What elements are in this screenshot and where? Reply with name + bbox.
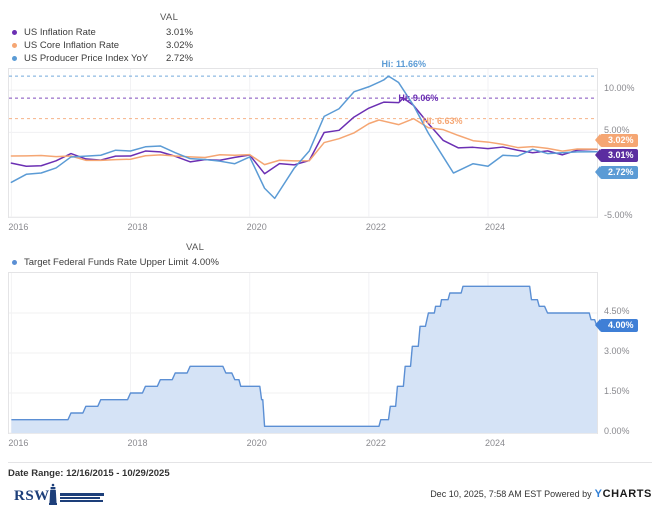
legend-color-dot-icon — [12, 260, 17, 265]
logo-wordmark — [59, 493, 104, 503]
y-axis-tick-label: 4.50% — [604, 306, 630, 316]
value-flag-ppi: 2.72% — [595, 166, 638, 180]
ycharts-attribution: Dec 10, 2025, 7:58 AM EST Powered by YCH… — [430, 488, 652, 500]
date-range-label: Date Range: 12/16/2015 - 10/29/2025 — [8, 468, 170, 479]
x-axis-tick-label: 2020 — [246, 222, 267, 232]
value-flag-text: 2.72% — [608, 167, 634, 178]
legend-item-value: 3.01% — [166, 27, 193, 38]
y-axis-tick-label: -5.00% — [604, 210, 633, 220]
value-flag-text: 3.02% — [608, 135, 634, 146]
legend-item-label: US Inflation Rate — [24, 27, 96, 38]
x-axis-tick-label: 2022 — [365, 438, 386, 448]
x-axis-tick-label: 2022 — [365, 222, 386, 232]
inflation-chart-plot[interactable] — [8, 68, 598, 218]
legend-color-dot-icon — [12, 56, 17, 61]
legend-item-value: 4.00% — [192, 257, 219, 268]
legend-item-label: US Core Inflation Rate — [24, 40, 120, 51]
value-flag-inflation: 3.01% — [595, 148, 638, 162]
legend-item-label: Target Federal Funds Rate Upper Limit — [24, 257, 189, 268]
annotation-ppi-high: Hi: 11.66% — [381, 59, 427, 70]
annotation-cpi-high: Hi: 9.06% — [398, 93, 439, 104]
legend-color-dot-icon — [12, 30, 17, 35]
value-flag-fed-funds-rate: 4.00% — [595, 318, 638, 332]
legend-item-us-core-inflation-rate[interactable]: US Core Inflation Rate 3.02% — [12, 39, 212, 52]
x-axis-tick-label: 2024 — [484, 438, 505, 448]
top-chart-legend: US Inflation Rate 3.01% US Core Inflatio… — [12, 26, 212, 65]
bottom-chart-legend: Target Federal Funds Rate Upper Limit 4.… — [12, 256, 238, 269]
annotation-core-high: Hi: 6.63% — [422, 115, 463, 126]
y-axis-tick-label: 1.50% — [604, 386, 630, 396]
x-axis-tick-label: 2018 — [127, 438, 148, 448]
rsw-logo: RSW — [14, 483, 104, 505]
ycharts-rest-letters: CHARTS — [602, 488, 652, 500]
y-axis-tick-label: 10.00% — [604, 83, 635, 94]
legend-item-label: US Producer Price Index YoY — [24, 53, 149, 64]
x-axis-tick-label: 2018 — [127, 222, 148, 232]
value-flag-text: 3.01% — [608, 149, 634, 160]
lighthouse-icon — [48, 483, 57, 505]
logo-text: RSW — [14, 488, 50, 504]
legend-item-value: 3.02% — [166, 40, 193, 51]
y-axis-tick-label: 3.00% — [604, 346, 630, 356]
y-axis-tick-label: 5.00% — [604, 125, 630, 136]
legend-item-target-federal-funds-rate-upper-limit[interactable]: Target Federal Funds Rate Upper Limit 4.… — [12, 256, 238, 269]
ycharts-y-letter: Y — [594, 488, 603, 500]
fed-funds-chart-plot[interactable] — [8, 272, 598, 434]
y-axis-tick-label: 0.00% — [604, 426, 630, 436]
legend-color-dot-icon — [12, 43, 17, 48]
value-flag-text: 4.00% — [608, 319, 634, 330]
legend-item-us-inflation-rate[interactable]: US Inflation Rate 3.01% — [12, 26, 212, 39]
x-axis-tick-label: 2016 — [8, 438, 29, 448]
x-axis-tick-label: 2016 — [8, 222, 29, 232]
top-legend-value-header: VAL — [160, 12, 179, 23]
legend-item-value: 2.72% — [166, 53, 193, 64]
x-axis-tick-label: 2020 — [246, 438, 267, 448]
bottom-legend-value-header: VAL — [186, 242, 205, 253]
x-axis-tick-label: 2024 — [484, 222, 505, 232]
value-flag-core-inflation: 3.02% — [595, 134, 638, 148]
footer-divider — [8, 462, 652, 463]
ycharts-wordmark: YCHARTS — [595, 488, 652, 500]
attribution-timestamp: Dec 10, 2025, 7:58 AM EST Powered by — [430, 489, 592, 499]
legend-item-us-producer-price-index-yoy[interactable]: US Producer Price Index YoY 2.72% — [12, 52, 212, 65]
